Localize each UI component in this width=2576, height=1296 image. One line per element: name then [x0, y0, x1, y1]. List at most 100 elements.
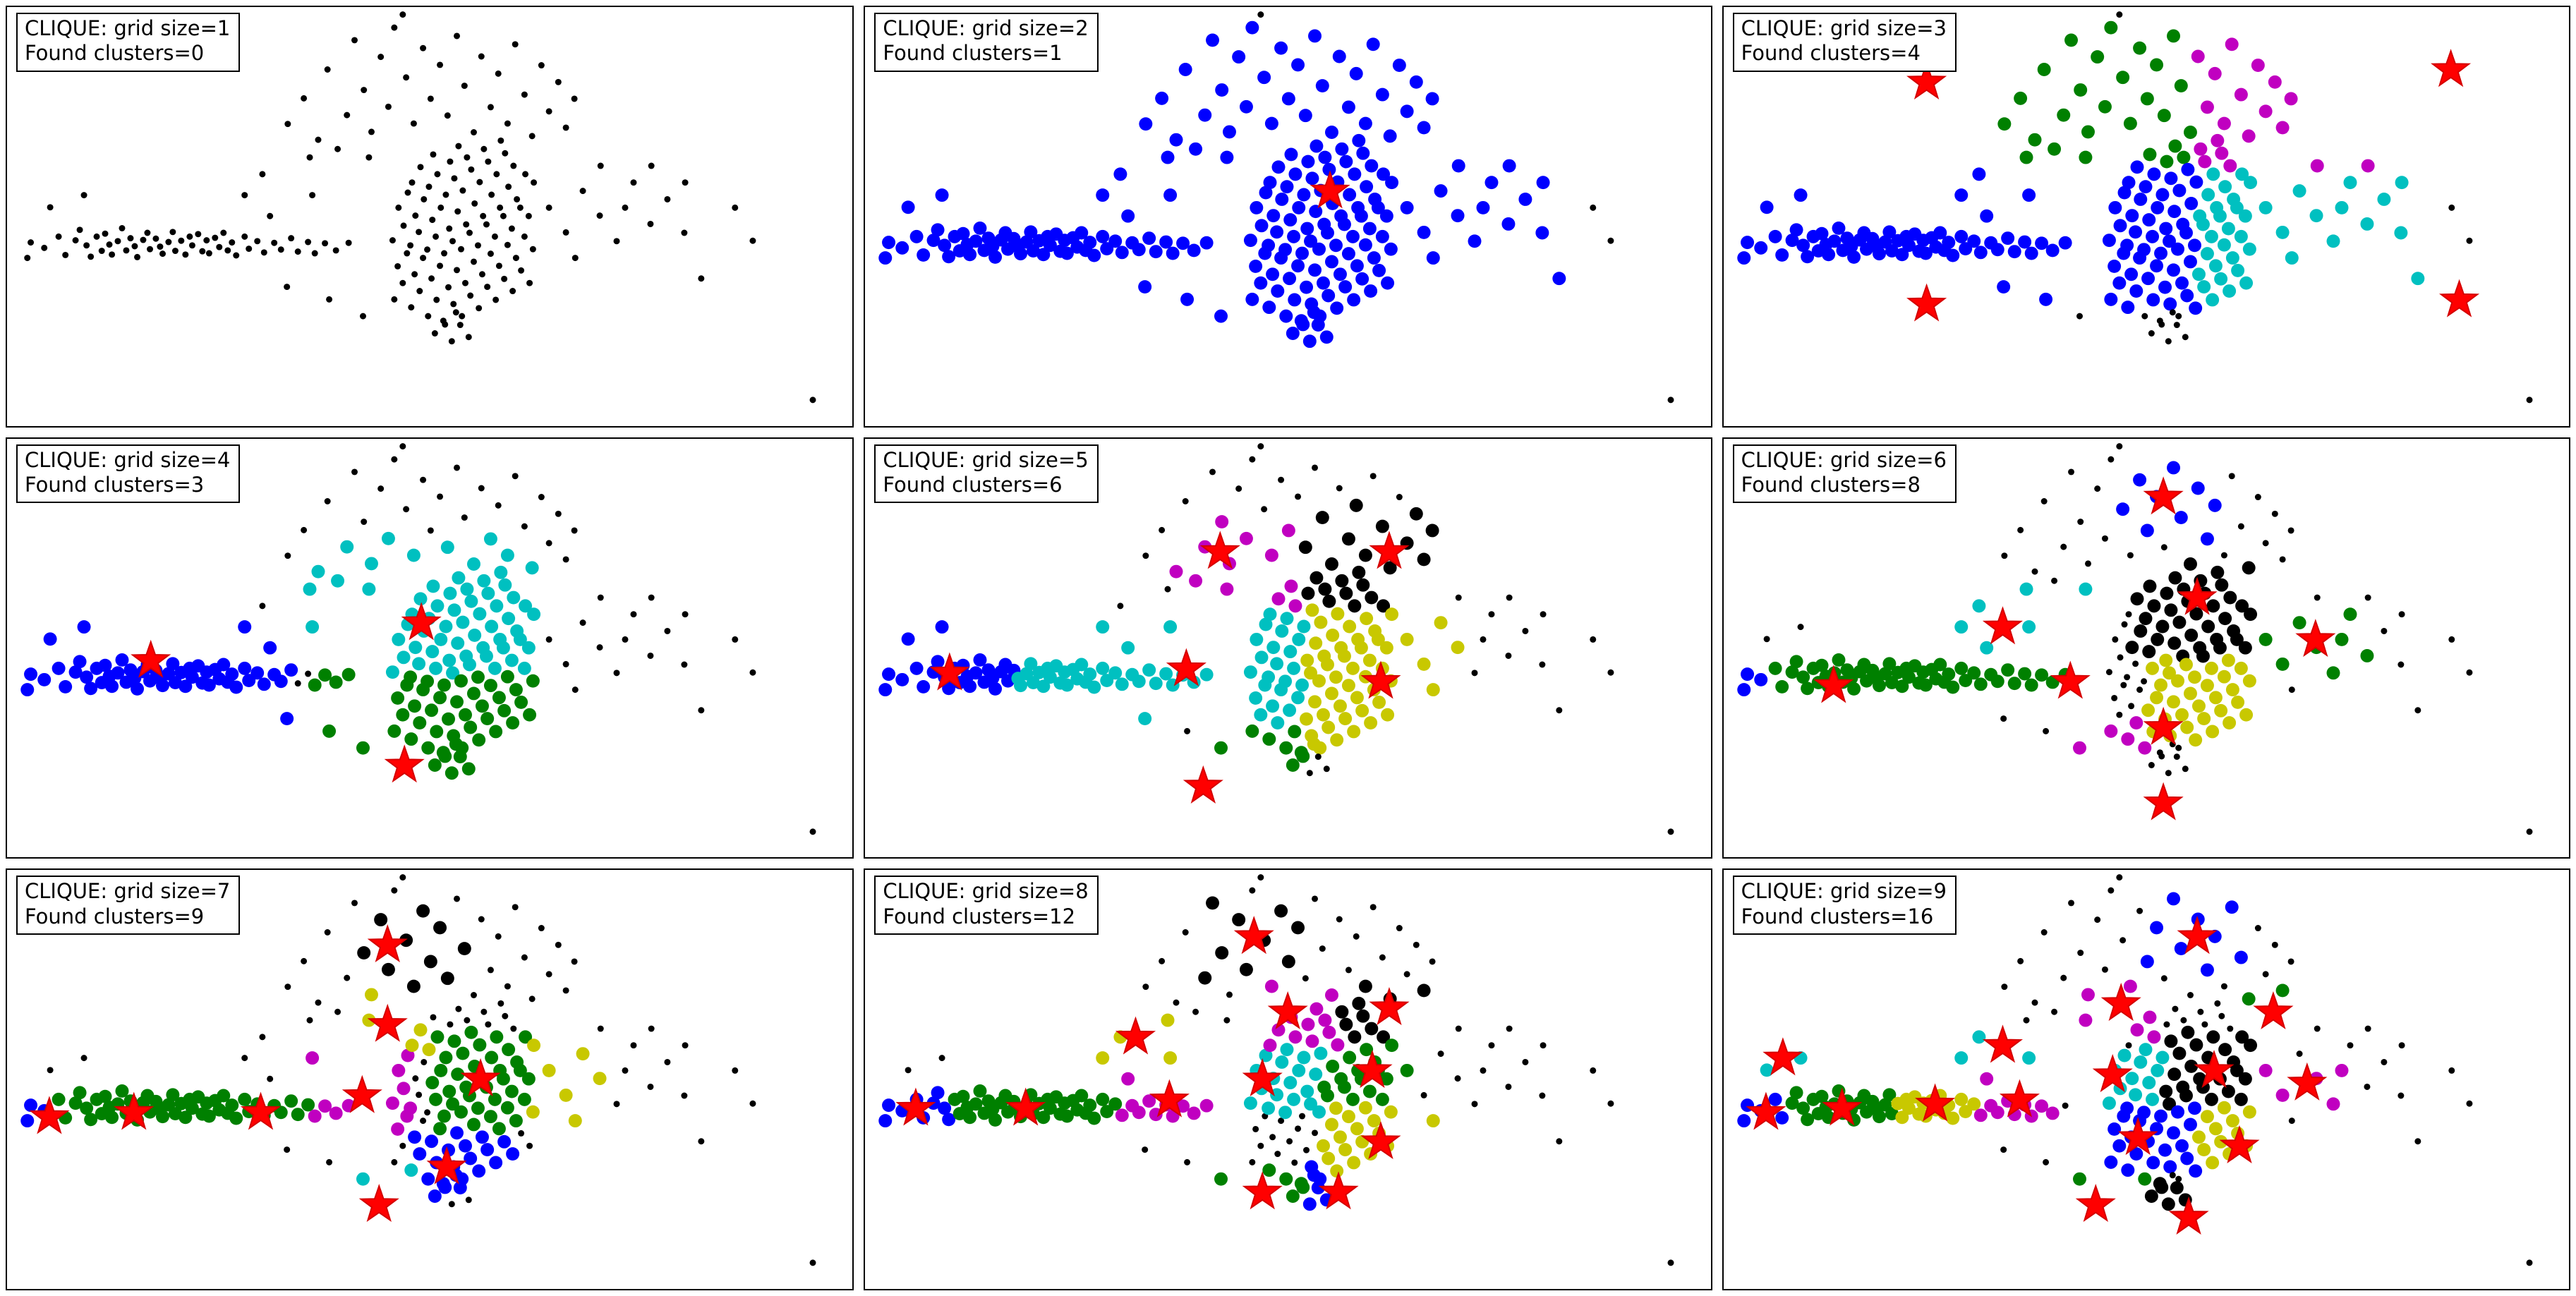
cluster-point	[1310, 1002, 1324, 1016]
noise-point	[351, 900, 358, 907]
cluster-point	[2326, 234, 2340, 248]
cluster-point	[2268, 75, 2282, 89]
cluster-point	[2137, 1173, 2151, 1186]
cluster-point	[1001, 242, 1015, 256]
cluster-point	[2360, 648, 2374, 662]
cluster-point	[2172, 1046, 2187, 1060]
cluster-point	[322, 724, 337, 738]
noise-point	[216, 243, 223, 250]
noise-point	[427, 527, 434, 534]
cluster-point	[437, 678, 452, 692]
noise-point	[545, 971, 552, 978]
cluster-point	[2120, 238, 2134, 253]
noise-point	[322, 240, 329, 247]
annotation-found-clusters: Found clusters=3	[25, 473, 205, 497]
cluster-point	[1785, 234, 1799, 248]
cluster-point	[2179, 720, 2194, 734]
noise-point	[518, 267, 525, 274]
cluster-point	[489, 725, 503, 739]
cluster-point	[483, 678, 497, 692]
cluster-point	[1882, 657, 1897, 670]
cluster-center-star	[29, 1096, 70, 1134]
noise-point	[2108, 456, 2114, 463]
cluster-point	[452, 571, 466, 585]
noise-point	[497, 1000, 504, 1007]
noise-point	[2040, 497, 2048, 504]
noise-point	[622, 204, 629, 211]
cluster-point	[917, 679, 931, 694]
cluster-point	[2149, 921, 2163, 935]
noise-point	[55, 233, 62, 240]
cluster-point	[1283, 213, 1298, 227]
cluster-point	[1087, 1111, 1101, 1125]
cluster-point	[1330, 733, 1344, 746]
cluster-point	[1325, 1118, 1339, 1132]
cluster-point	[1198, 108, 1212, 122]
cluster-point	[105, 679, 119, 693]
noise-point	[1506, 594, 1513, 601]
cluster-point	[425, 1134, 439, 1149]
noise-point	[2031, 999, 2038, 1006]
annotation-grid-size: CLIQUE: grid size=3	[1741, 16, 1947, 40]
cluster-point	[1997, 117, 2011, 131]
noise-point	[505, 183, 512, 190]
cluster-point	[1199, 667, 1214, 682]
cluster-point	[2161, 1197, 2175, 1211]
cluster-point	[2104, 292, 2117, 306]
cluster-point	[1297, 619, 1311, 634]
noise-point	[538, 493, 545, 500]
noise-point	[2364, 1025, 2371, 1032]
noise-point	[311, 250, 318, 257]
cluster-point	[1060, 678, 1075, 692]
noise-point	[1257, 442, 1264, 449]
cluster-point	[2174, 942, 2188, 956]
noise-point	[2156, 749, 2163, 756]
cluster-point	[2174, 510, 2188, 524]
noise-point	[165, 238, 172, 246]
cluster-point	[1359, 1101, 1373, 1115]
noise-point	[495, 933, 502, 940]
cluster-point	[2187, 238, 2201, 253]
cluster-point	[1300, 280, 1314, 294]
noise-point	[562, 124, 569, 131]
cluster-point	[471, 1101, 485, 1115]
cluster-point	[2000, 231, 2014, 246]
scatter-plot	[878, 874, 1674, 1266]
cluster-point	[2225, 1114, 2239, 1128]
noise-point	[572, 686, 579, 693]
noise-point	[267, 212, 274, 219]
noise-point	[938, 1055, 945, 1062]
cluster-point	[1342, 532, 1356, 546]
noise-point	[1336, 485, 1343, 492]
cluster-point	[1316, 510, 1330, 524]
cluster-point	[433, 1122, 447, 1136]
cluster-point	[1187, 243, 1201, 258]
cluster-point	[1292, 1064, 1306, 1078]
cluster-center-star	[341, 1075, 382, 1114]
cluster-point	[115, 1084, 129, 1098]
noise-point	[2398, 1042, 2405, 1049]
noise-point	[420, 255, 427, 262]
cluster-point	[496, 1072, 510, 1086]
cluster-point	[2200, 963, 2214, 977]
cluster-point	[502, 1043, 516, 1057]
cluster-center-star	[131, 639, 171, 678]
cluster-point	[1768, 661, 1782, 675]
cluster-point	[52, 1093, 66, 1107]
cluster-point	[1083, 667, 1097, 681]
cluster-point	[935, 619, 949, 634]
cluster-point	[1096, 661, 1110, 675]
noise-point	[431, 330, 438, 337]
cluster-center-star	[1242, 1171, 1283, 1210]
noise-point	[47, 204, 54, 211]
noise-point	[622, 1067, 629, 1074]
annotation-grid-size: CLIQUE: grid size=8	[883, 879, 1089, 904]
cluster-point	[43, 632, 57, 646]
cluster-point	[77, 619, 91, 634]
cluster-point	[396, 708, 410, 722]
cluster-point	[1271, 715, 1285, 729]
cluster-point	[451, 636, 465, 650]
noise-point	[144, 229, 151, 236]
noise-point	[2271, 942, 2278, 949]
noise-point	[809, 828, 816, 835]
